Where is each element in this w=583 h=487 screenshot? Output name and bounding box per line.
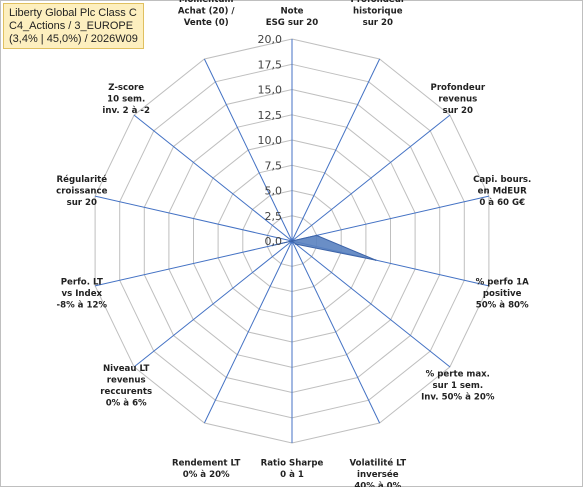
tick-label: 2,5 bbox=[265, 210, 283, 223]
axis-label: Capi. bours. en MdEUR 0 à 60 G€ bbox=[473, 175, 531, 208]
series-point bbox=[291, 240, 293, 242]
axis-label: Perfo. LT vs Index -8% à 12% bbox=[57, 277, 108, 310]
axis-label: Note ESG sur 20 bbox=[266, 7, 319, 29]
axis-line bbox=[291, 114, 451, 242]
axis-label: Momentum Achat (20) / Vente (0) bbox=[178, 0, 236, 28]
tick-label: 20,0 bbox=[258, 33, 283, 46]
series-area-0 bbox=[272, 234, 376, 261]
radar-tick-labels: 0,0 2,5 5,0 7,5 10,0 12,5 15,0 17,5 20,0 bbox=[258, 33, 283, 248]
chart-title-box: Liberty Global Plc Class C C4_Actions / … bbox=[3, 3, 144, 49]
radar-series bbox=[271, 234, 377, 261]
title-line-3: (3,4% | 45,0%) / 2026W09 bbox=[9, 33, 138, 45]
series-point bbox=[295, 243, 297, 245]
axis-line bbox=[291, 240, 451, 368]
axis-line bbox=[203, 58, 293, 242]
tick-label: 10,0 bbox=[258, 134, 283, 147]
axis-line bbox=[203, 240, 293, 424]
tick-label: 0,0 bbox=[265, 235, 283, 248]
axis-line bbox=[133, 240, 293, 368]
axis-label: Profondeur historique sur 20 bbox=[351, 0, 406, 28]
axis-line bbox=[133, 114, 293, 242]
axis-label: Niveau LT revenus reccurents 0% à 6% bbox=[100, 364, 152, 409]
axis-line bbox=[291, 240, 381, 424]
axis-label: % perfo 1A positive 50% à 80% bbox=[476, 277, 529, 310]
axis-label: Régularité croissance sur 20 bbox=[56, 174, 107, 208]
tick-label: 5,0 bbox=[265, 185, 283, 198]
radar-axis-labels: Note ESG sur 20 Profondeur historique sur 20… bbox=[56, 0, 531, 487]
axis-label: Volatilité LT inversée 40% à 0% bbox=[349, 458, 406, 487]
title-line-1: Liberty Global Plc Class C bbox=[9, 7, 137, 19]
series-point bbox=[374, 259, 377, 261]
axis-label: Rendement LT 0% à 20% bbox=[172, 459, 241, 481]
series-point bbox=[271, 244, 274, 247]
axis-label: Ratio Sharpe 0 à 1 bbox=[261, 459, 324, 481]
axis-line bbox=[94, 195, 293, 242]
tick-label: 17,5 bbox=[258, 58, 283, 71]
tick-label: 12,5 bbox=[258, 109, 283, 122]
axis-label: % perte max. sur 1 sem. Inv. 50% à 20% bbox=[421, 370, 495, 403]
tick-label: 7,5 bbox=[265, 159, 283, 172]
axis-line bbox=[291, 58, 381, 242]
axis-line bbox=[94, 240, 293, 287]
title-line-2: C4_Actions / 3_EUROPE bbox=[9, 20, 134, 32]
axis-label: Z-score 10 sem. inv. 2 à -2 bbox=[102, 83, 150, 116]
axis-line bbox=[291, 195, 490, 242]
axis-label: Profondeur revenus sur 20 bbox=[431, 83, 486, 116]
tick-label: 15,0 bbox=[258, 84, 283, 97]
series-point bbox=[315, 234, 318, 237]
